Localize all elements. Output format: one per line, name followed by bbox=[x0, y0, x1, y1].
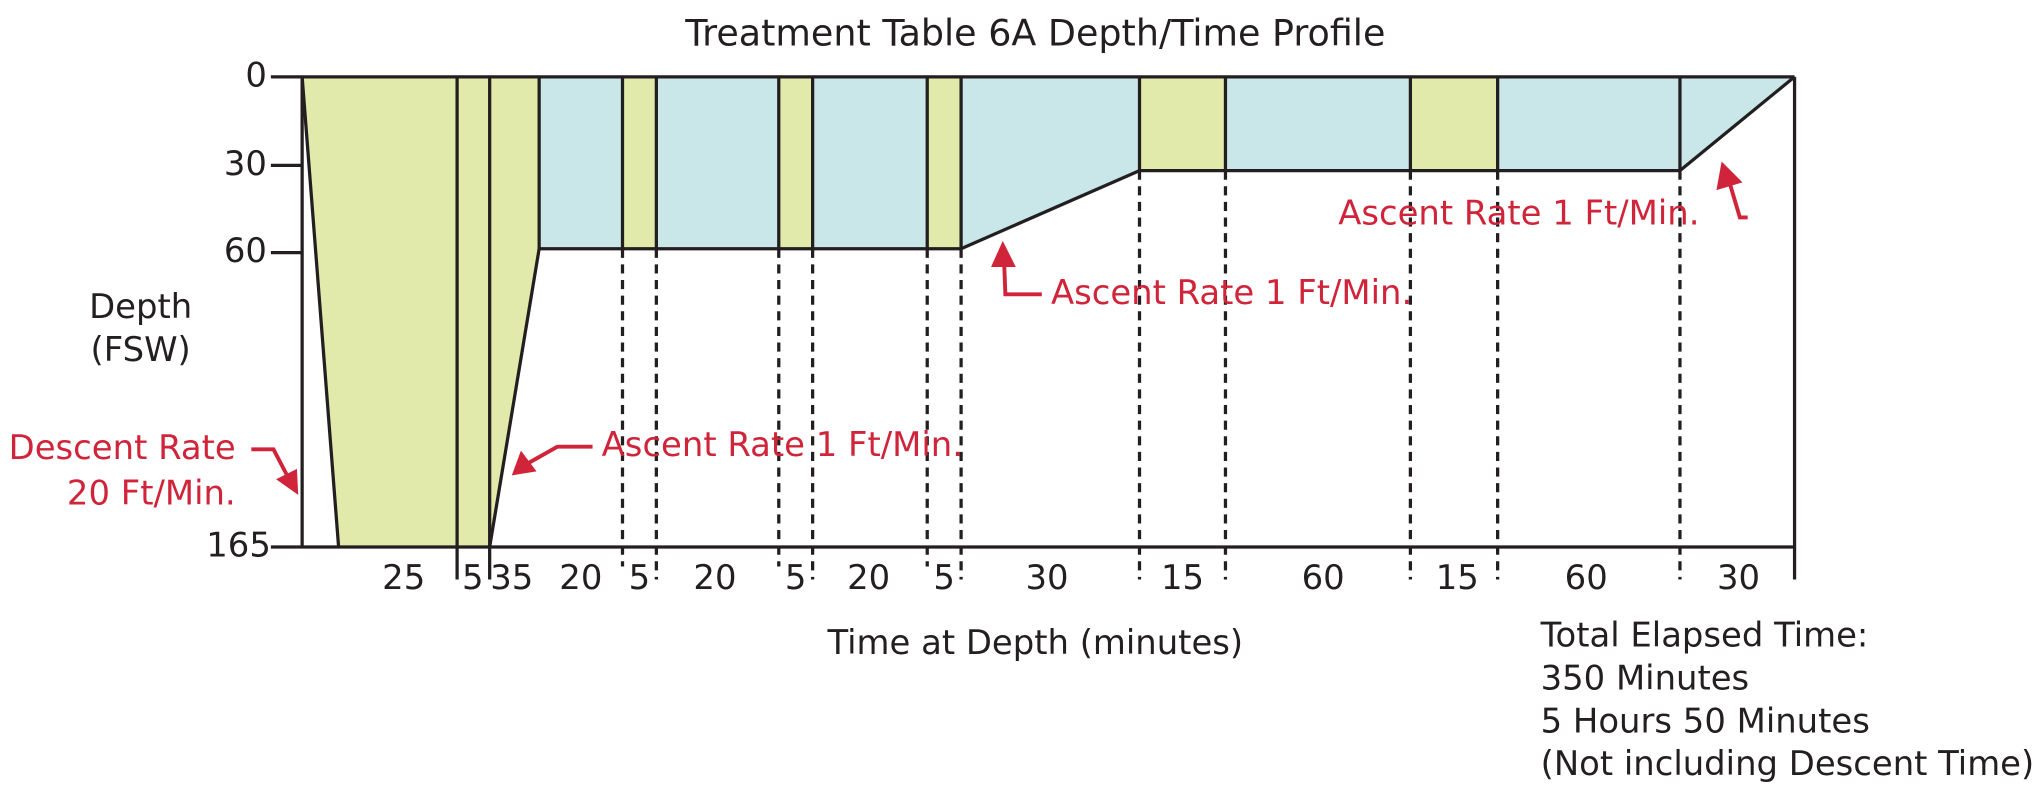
total-text: 5 Hours 50 Minutes bbox=[1541, 701, 1870, 740]
profile-fills bbox=[302, 76, 1795, 547]
x-axis-label: Time at Depth (minutes) bbox=[827, 623, 1244, 662]
y-axis-label: (FSW) bbox=[91, 330, 191, 369]
y-tick-label: 30 bbox=[224, 144, 267, 183]
segment-label: 5 bbox=[785, 558, 807, 597]
segment-label: 20 bbox=[847, 558, 890, 597]
segment-label: 60 bbox=[1302, 558, 1345, 597]
segment-label: 20 bbox=[559, 558, 602, 597]
segment-label: 15 bbox=[1161, 558, 1204, 597]
total-text: (Not including Descent Time) bbox=[1541, 744, 2035, 783]
title: Treatment Table 6A Depth/Time Profile bbox=[684, 12, 1385, 55]
annotation: Ascent Rate 1 Ft/Min. bbox=[1051, 273, 1412, 312]
total-text: Total Elapsed Time: bbox=[1540, 615, 1869, 654]
y-tick-label: 0 bbox=[245, 55, 267, 94]
segment-label: 5 bbox=[629, 558, 651, 597]
annotation: Ascent Rate 1 Ft/Min. bbox=[602, 425, 963, 464]
annotation: Descent Rate bbox=[9, 428, 236, 467]
annotation: Ascent Rate 1 Ft/Min. bbox=[1338, 193, 1699, 232]
segment-label: 20 bbox=[693, 558, 736, 597]
segment-label: 5 bbox=[462, 558, 484, 597]
profile-lines bbox=[270, 75, 1797, 580]
segment-label: 25 bbox=[382, 558, 425, 597]
y-axis-label: Depth bbox=[89, 287, 192, 326]
total-text: 350 Minutes bbox=[1541, 658, 1750, 697]
arrows bbox=[251, 161, 1748, 495]
segment-labels: 25 5 35 20 5 20 5 20 5 30 15 60 15 60 30 bbox=[382, 558, 1760, 597]
segment-label: 5 bbox=[933, 558, 955, 597]
segment-label: 35 bbox=[490, 558, 533, 597]
y-tick-label: 60 bbox=[224, 231, 267, 270]
segment-label: 15 bbox=[1436, 558, 1479, 597]
annotation: 20 Ft/Min. bbox=[67, 473, 236, 512]
segment-label: 60 bbox=[1565, 558, 1608, 597]
y-tick-label: 165 bbox=[206, 525, 271, 564]
segment-label: 30 bbox=[1026, 558, 1069, 597]
segment-label: 30 bbox=[1717, 558, 1760, 597]
